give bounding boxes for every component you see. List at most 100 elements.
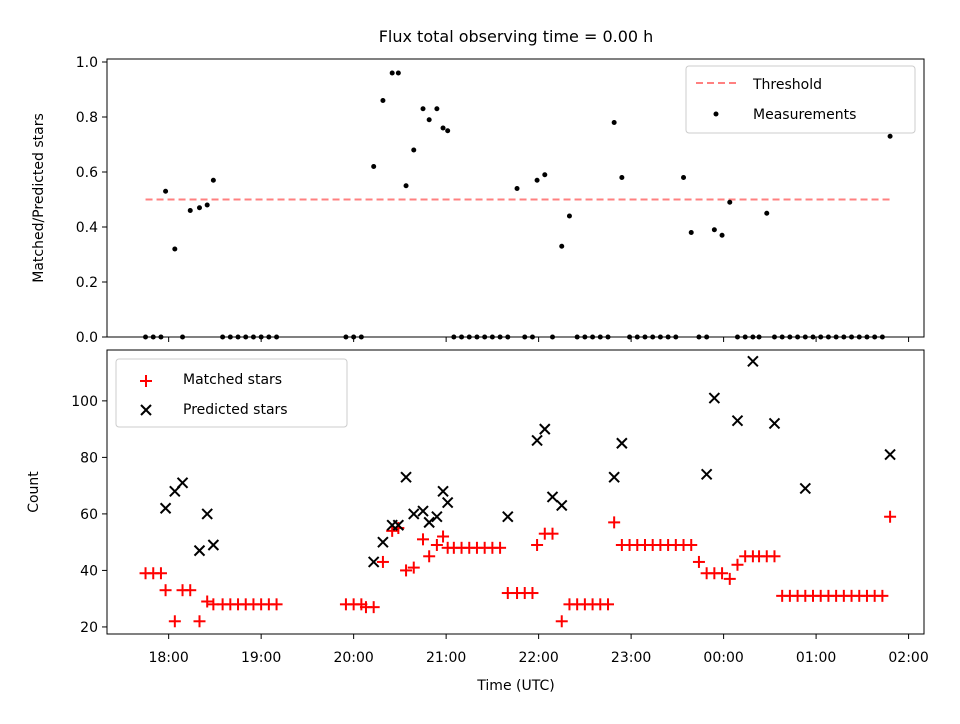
- predicted-star-point: [423, 516, 435, 529]
- measurement-point: [389, 70, 395, 76]
- measurement-point: [150, 334, 156, 340]
- x-axis-label: Time (UTC): [476, 678, 554, 694]
- measurement-point: [582, 334, 588, 340]
- predicted-star-point: [441, 496, 454, 509]
- bottom-y-tick-label: 20: [80, 620, 98, 636]
- measurement-point: [841, 334, 847, 340]
- bottom-plot-panel: 20 40 60 80 100 18:00 19:00 20:00 21:00 22:00 23:…: [26, 349, 929, 694]
- measurement-point: [497, 334, 503, 340]
- top-plot-frame: [106, 58, 925, 338]
- x-tick-label: 21:00: [426, 650, 466, 666]
- measurement-point: [163, 188, 169, 194]
- predicted-star-point: [799, 482, 812, 495]
- measurement-point: [210, 177, 216, 183]
- measurement-point: [158, 334, 164, 340]
- matched-star-point: [768, 550, 781, 563]
- legend-predicted-swatch: [140, 404, 152, 416]
- measurement-point: [825, 334, 831, 340]
- measurement-point: [802, 334, 808, 340]
- matched-star-point: [417, 533, 430, 546]
- bottom-legend: Matched stars Predicted stars: [115, 358, 348, 428]
- measurement-point: [787, 334, 793, 340]
- measurement-point: [734, 334, 740, 340]
- measurement-point: [143, 334, 149, 340]
- matched-star-point: [608, 516, 621, 529]
- x-tick-label: 18:00: [148, 650, 188, 666]
- legend-matched-label: Matched stars: [183, 372, 282, 388]
- chart-title: Flux total observing time = 0.00 h: [379, 27, 654, 46]
- matched-star-point: [154, 567, 167, 580]
- measurement-point: [258, 334, 264, 340]
- measurement-point: [227, 334, 233, 340]
- measurement-point: [243, 334, 249, 340]
- measurement-point: [872, 334, 878, 340]
- predicted-star-point: [417, 505, 429, 517]
- measurement-point: [522, 334, 528, 340]
- measurement-point: [534, 177, 540, 183]
- measurement-point: [343, 334, 349, 340]
- x-tick-label: 02:00: [888, 650, 928, 666]
- measurement-point: [611, 120, 617, 125]
- x-tick-label: 00:00: [703, 650, 743, 666]
- matched-star-point: [407, 561, 420, 574]
- matched-star-point: [423, 550, 436, 563]
- measurement-point: [274, 334, 280, 340]
- top-y-axis-label: Matched/Predicted stars: [31, 113, 47, 283]
- measurement-point: [549, 334, 555, 340]
- measurement-point: [590, 334, 596, 340]
- measurement-point: [833, 334, 839, 340]
- predicted-star-point: [768, 417, 781, 430]
- measurement-point: [642, 334, 648, 340]
- measurement-point: [434, 106, 440, 112]
- measurement-point: [719, 232, 725, 238]
- x-tick-label: 22:00: [518, 650, 558, 666]
- measurement-point: [574, 334, 580, 340]
- matched-star-point: [876, 589, 889, 602]
- matched-star-point: [685, 538, 698, 551]
- bottom-y-axis-label: Count: [26, 471, 42, 513]
- measurement-point: [514, 186, 520, 191]
- matched-star-point: [159, 584, 172, 597]
- matched-star-point: [884, 510, 897, 523]
- measurement-point: [673, 334, 679, 340]
- measurement-point: [440, 125, 446, 131]
- predicted-star-point: [747, 355, 759, 368]
- predicted-star-point: [700, 468, 713, 481]
- measurement-point: [187, 208, 193, 213]
- measurement-point: [266, 334, 272, 340]
- matched-star-point: [270, 598, 283, 611]
- measurement-point: [542, 172, 548, 178]
- measurement-point: [358, 334, 364, 340]
- measurement-point: [420, 106, 426, 112]
- matched-star-point: [546, 527, 559, 540]
- measurement-point: [681, 175, 687, 180]
- matched-star-point: [531, 538, 544, 551]
- measurement-point: [482, 334, 488, 340]
- x-tick-label: 01:00: [796, 650, 836, 666]
- measurement-point: [879, 334, 885, 340]
- measurement-point: [771, 334, 777, 340]
- matched-star-point: [386, 524, 399, 537]
- measurement-point: [380, 98, 386, 103]
- matched-star-point: [731, 558, 744, 571]
- legend-measurements-swatch: [713, 111, 719, 117]
- measurement-point: [818, 334, 824, 340]
- measurement-point: [665, 334, 671, 340]
- measurement-point: [627, 334, 633, 340]
- measurement-point: [411, 147, 417, 153]
- matched-star-point: [723, 572, 736, 585]
- measurement-point: [466, 334, 472, 340]
- measurement-point: [371, 164, 377, 169]
- top-y-tick-label: 0.2: [76, 275, 98, 291]
- predicted-star-point: [207, 539, 220, 551]
- predicted-star-point: [616, 437, 628, 449]
- bottom-y-tick-label: 60: [80, 507, 98, 523]
- bottom-y-tick-label: 80: [80, 450, 98, 466]
- measurement-point: [220, 334, 226, 340]
- matched-star-point: [494, 541, 507, 554]
- measurement-point: [426, 117, 432, 123]
- predicted-star-point: [556, 499, 568, 512]
- measurement-point: [849, 334, 855, 340]
- measurement-point: [489, 334, 495, 340]
